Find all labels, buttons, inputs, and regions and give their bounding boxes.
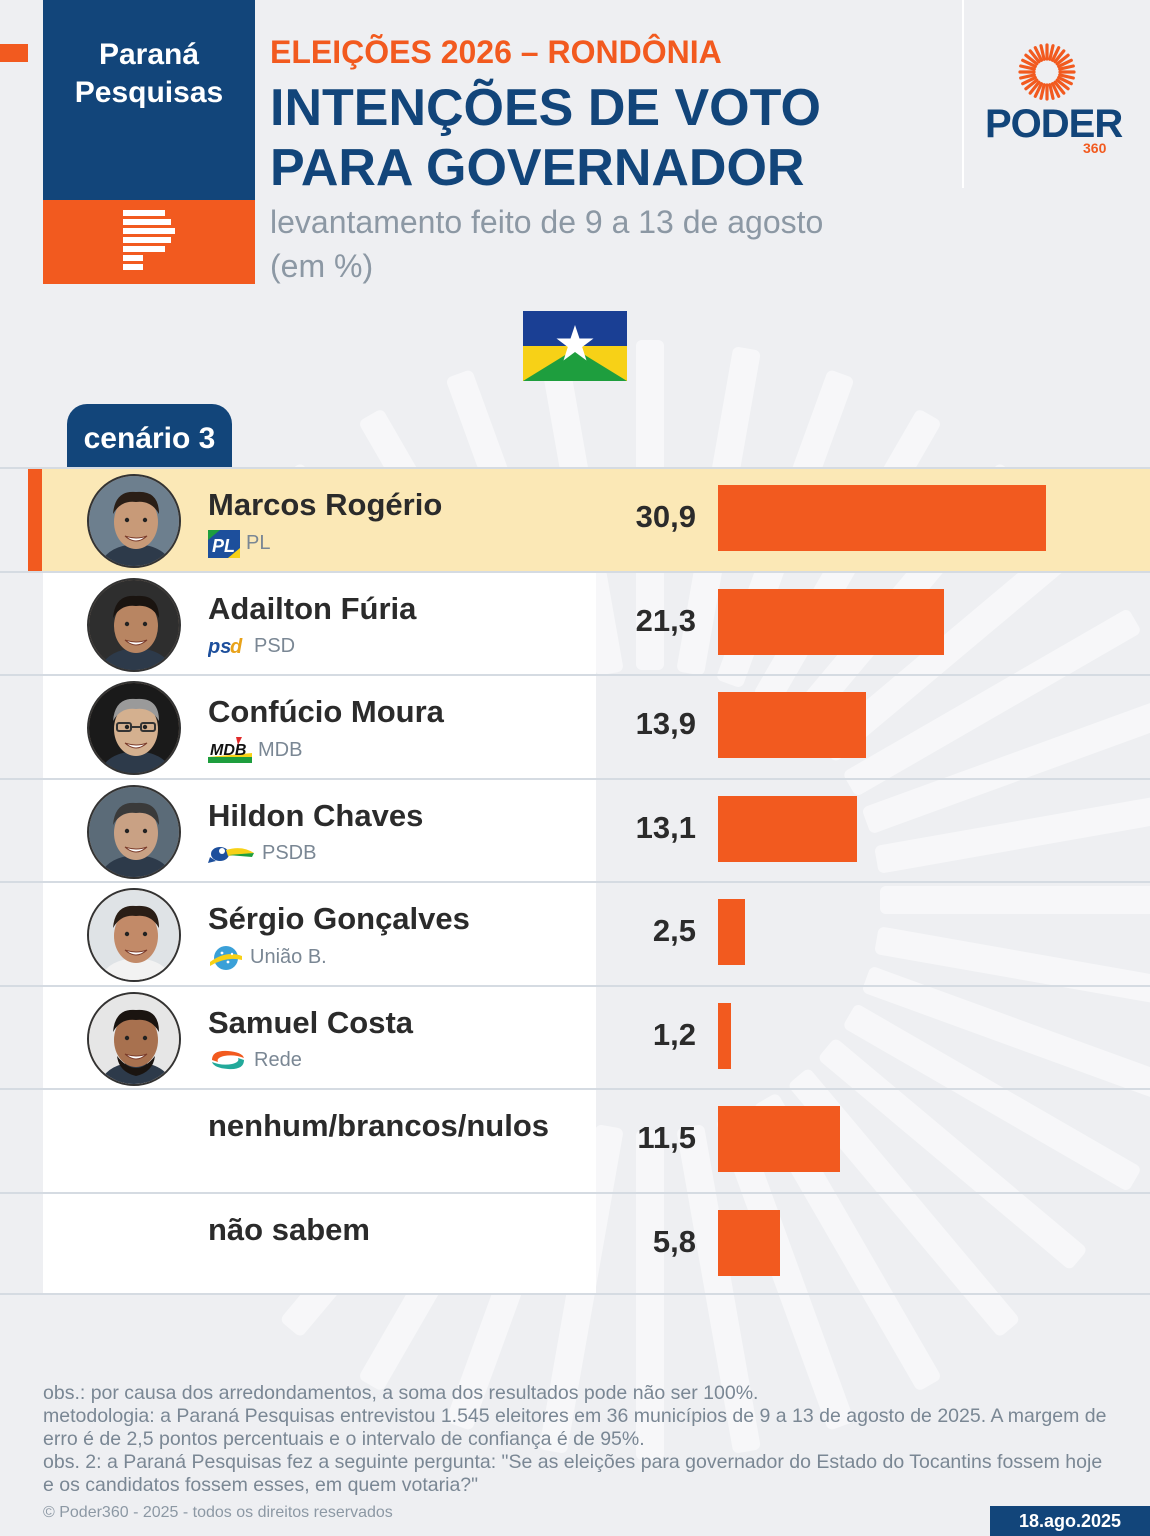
party: MDB MDB (208, 736, 302, 764)
bar (718, 1002, 731, 1069)
data-label: 30,9 (635, 499, 696, 534)
note-methodology: metodologia: a Paraná Pesquisas entrevis… (43, 1405, 1107, 1450)
psdb-toucan-logo-icon (208, 841, 256, 867)
kicker: ELEIÇÕES 2026 – RONDÔNIA (270, 34, 722, 70)
category-label: não sabem (208, 1211, 370, 1247)
page-title: INTENÇÕES DE VOTO PARA GOVERNADOR (270, 78, 890, 198)
parana-pesquisas-icon (123, 210, 175, 270)
bar (718, 588, 945, 655)
institute-logo-band (43, 200, 255, 284)
party-name: Rede (254, 1049, 302, 1071)
rondonia-flag-icon (523, 311, 627, 381)
pl-logo-icon: PL (208, 530, 240, 558)
note-rounding: obs.: por causa dos arredondamentos, a s… (43, 1382, 759, 1404)
header-divider (962, 0, 964, 188)
accent-tick (0, 44, 28, 62)
bar (718, 1106, 840, 1172)
copyright: © Poder360 - 2025 - todos os direitos re… (43, 1504, 393, 1521)
data-label: 13,9 (635, 706, 696, 741)
table-row: Marcos Rogério PL PL 30,9 (0, 467, 1150, 571)
table-row: não sabem 5,8 (0, 1191, 1150, 1295)
header: ELEIÇÕES 2026 – RONDÔNIA INTENÇÕES DE VO… (270, 32, 890, 288)
avatar (87, 991, 181, 1086)
data-label: 1,2 (652, 1016, 696, 1052)
data-label: 5,8 (652, 1223, 696, 1259)
table-row: Adailton Fúria ps d PSD 21,3 (0, 570, 1150, 674)
row-background (43, 1193, 596, 1293)
parana-pesquisas-logo-block: Paraná Pesquisas (43, 0, 255, 284)
sun-icon (1018, 43, 1076, 101)
party-name: PL (246, 531, 271, 554)
category-label: Confúcio Moura (208, 694, 444, 729)
bar (718, 692, 866, 758)
table-row: Samuel Costa Rede 1,2 (0, 984, 1150, 1088)
footnotes: obs.: por causa dos arredondamentos, a s… (43, 1382, 1113, 1497)
data-label: 21,3 (635, 602, 696, 638)
category-label: Adailton Fúria (208, 590, 417, 626)
bar (718, 899, 745, 965)
poder-wordmark: PODER (985, 102, 1123, 146)
results-table: Marcos Rogério PL PL 30,9 Adailton Fúria ps d P… (0, 467, 1150, 1295)
subtitle-line-1: levantamento feito de 9 a 13 de agosto (270, 204, 824, 240)
mdb-logo-icon: MDB (208, 737, 252, 763)
svg-text:MDB: MDB (210, 742, 246, 759)
poder-360-suffix: 360 (1083, 140, 1107, 156)
category-label: Samuel Costa (208, 1004, 414, 1040)
party: PSDB (208, 840, 316, 868)
data-label: 2,5 (652, 913, 696, 948)
date-badge: 18.ago.2025 (990, 1506, 1150, 1536)
row-background (43, 1090, 596, 1192)
category-label: Marcos Rogério (208, 487, 443, 522)
party: União B. (208, 943, 327, 971)
svg-text:ps: ps (208, 636, 231, 658)
avatar (87, 474, 181, 568)
title-line-1: INTENÇÕES DE VOTO (270, 79, 821, 137)
note-question: obs. 2: a Paraná Pesquisas fez a seguint… (43, 1451, 1103, 1496)
category-label: Hildon Chaves (208, 797, 424, 833)
avatar (87, 681, 181, 775)
svg-text:PL: PL (212, 536, 235, 556)
party: PL PL (208, 529, 271, 558)
party: ps d PSD (207, 633, 296, 661)
avatar (87, 888, 181, 982)
category-label: Sérgio Gonçalves (208, 901, 470, 936)
institute-name-text: Paraná Pesquisas (74, 38, 224, 109)
bar (718, 1209, 780, 1276)
table-row: nenhum/brancos/nulos 11,5 (0, 1088, 1150, 1192)
highlight-marker (28, 469, 42, 571)
title-line-2: PARA GOVERNADOR (270, 139, 805, 197)
bar (718, 795, 857, 862)
institute-name: Paraná Pesquisas (43, 0, 255, 200)
rede-logo-icon (208, 1048, 248, 1074)
category-label: nenhum/brancos/nulos (208, 1108, 550, 1143)
data-label: 11,5 (637, 1120, 696, 1155)
data-label: 13,1 (635, 809, 696, 845)
subtitle-line-2: (em %) (270, 248, 374, 284)
party-name: União B. (250, 945, 327, 968)
psd-logo-icon: ps d (207, 634, 248, 660)
table-row: Sérgio Gonçalves União B. 2,5 (0, 881, 1150, 985)
scenario-tab: cenário 3 (67, 404, 232, 468)
party-name: PSDB (262, 842, 317, 864)
table-row: Confúcio Moura MDB MDB 13,9 (0, 674, 1150, 778)
party-name: PSD (254, 635, 296, 657)
uniao-brasil-logo-icon (208, 944, 244, 970)
bar (718, 485, 1046, 551)
party: Rede (208, 1047, 302, 1075)
table-row: Hildon Chaves PSDB 13,1 (0, 777, 1150, 881)
poder360-logo: PODER 360 (985, 40, 1125, 160)
avatar (87, 784, 181, 879)
avatar (87, 577, 181, 672)
svg-text:d: d (230, 636, 243, 658)
subtitle: levantamento feito de 9 a 13 de agosto (… (270, 200, 890, 288)
party-name: MDB (258, 738, 303, 761)
